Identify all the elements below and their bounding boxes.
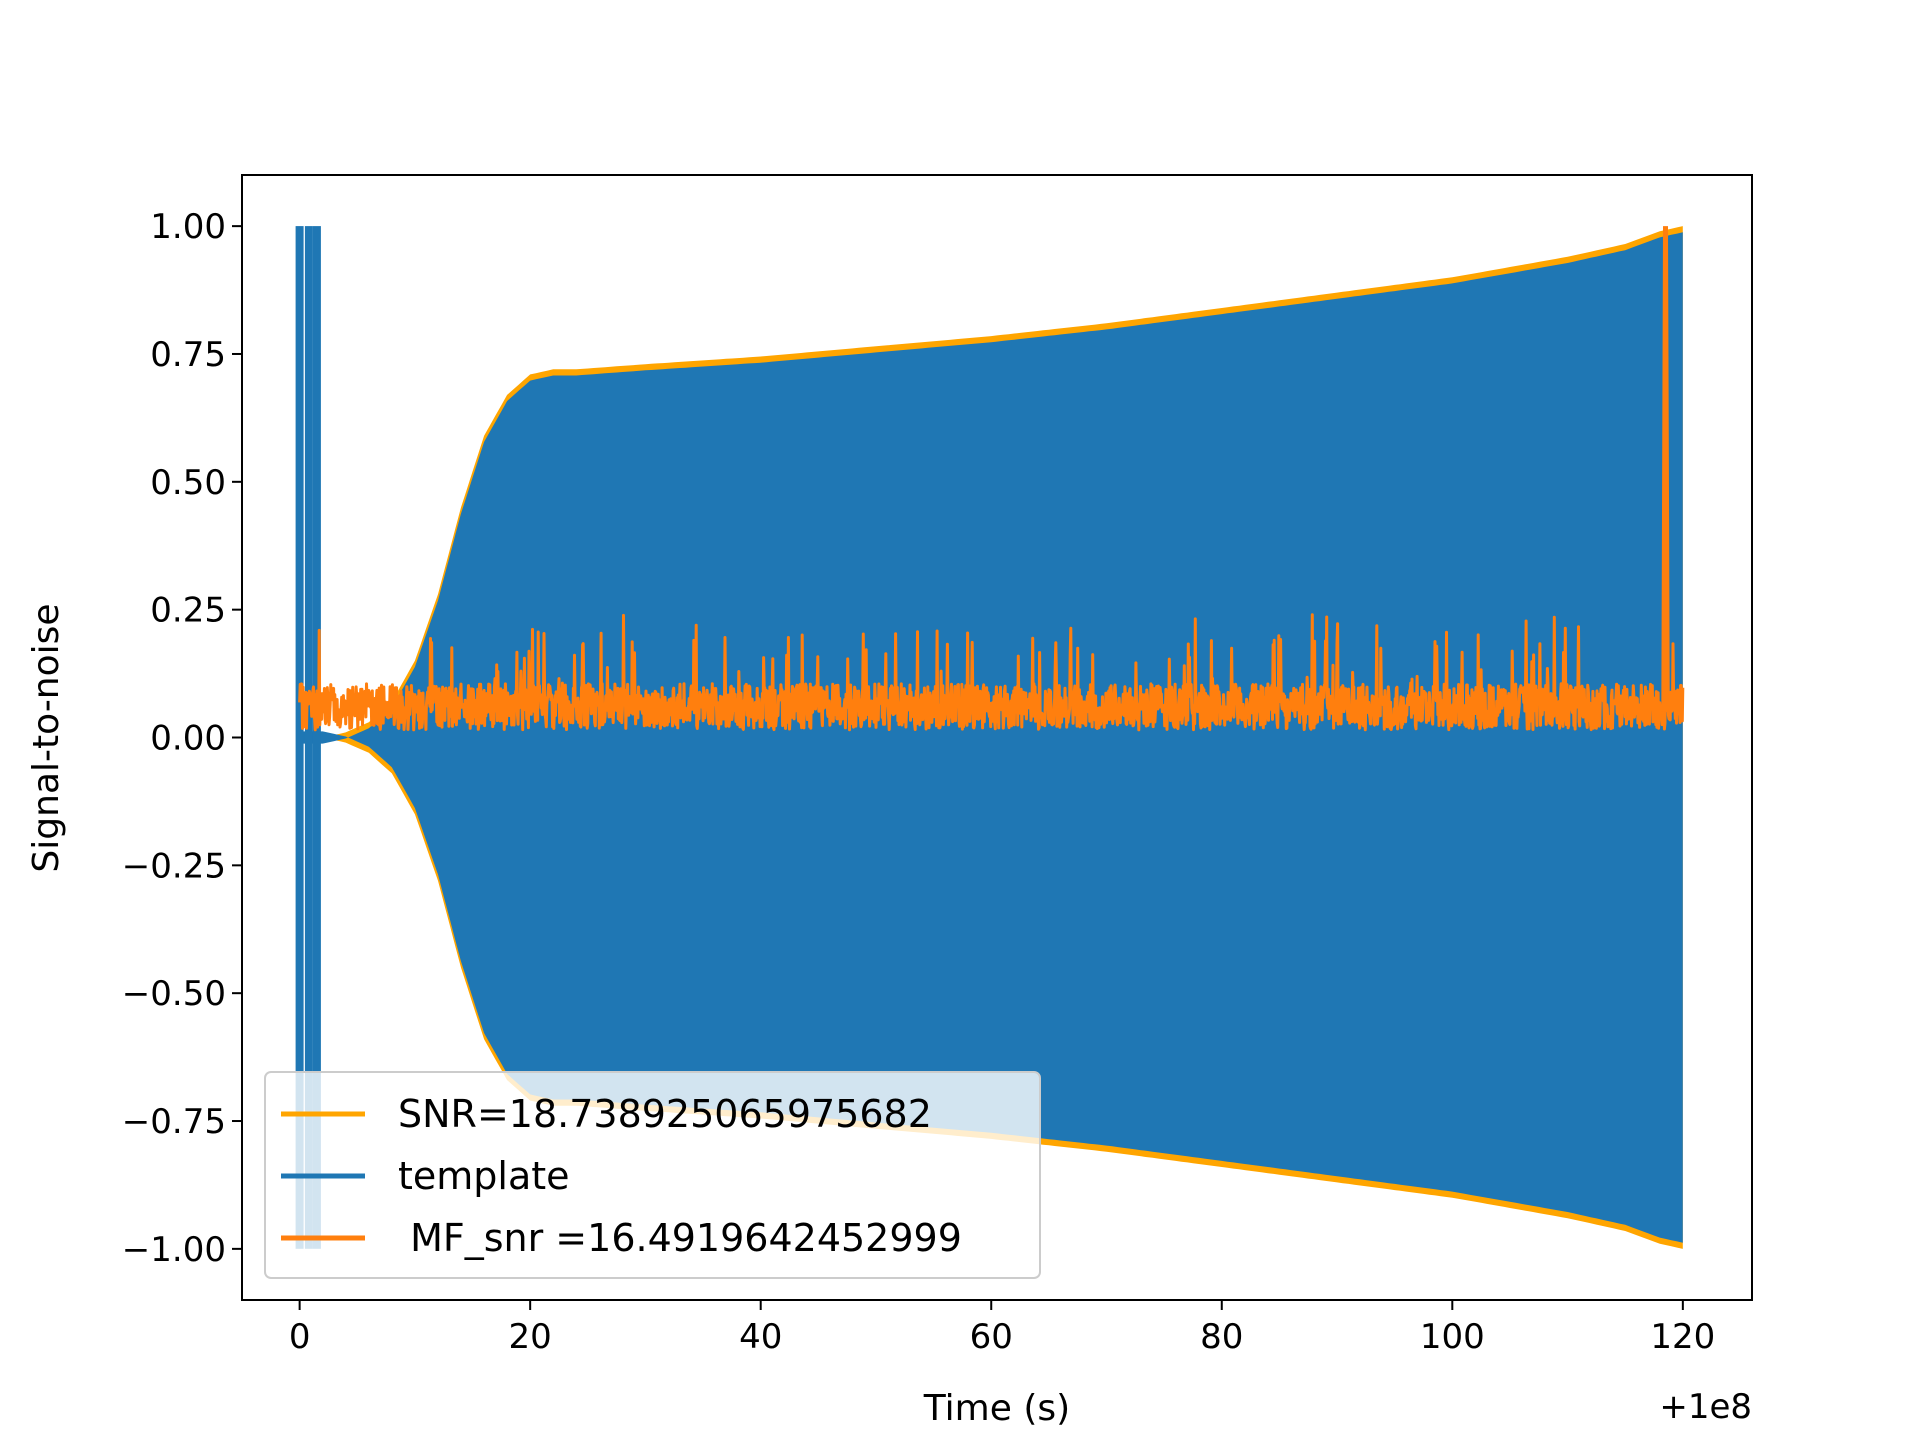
y-axis-ticks: 1.00 0.75 0.50 0.25 0.00 −0.25 −0.50 −0.75 −1.00 bbox=[122, 207, 242, 1270]
legend-entry-label: SNR=18.738925065975682 bbox=[398, 1092, 932, 1136]
y-tick-label: −0.50 bbox=[122, 974, 226, 1014]
y-axis-label: Signal-to-noise bbox=[26, 603, 67, 872]
y-tick-label: −0.25 bbox=[122, 846, 226, 886]
y-tick-label: 0.75 bbox=[150, 335, 226, 375]
plot-area bbox=[295, 226, 1685, 1249]
y-tick-label: 0.50 bbox=[150, 463, 226, 503]
x-tick-label: 40 bbox=[739, 1317, 782, 1357]
template-waveform bbox=[299, 232, 1683, 1243]
x-axis-ticks: 0 20 40 60 80 100 120 bbox=[289, 1300, 1715, 1357]
mf-snr-trace bbox=[298, 613, 1685, 732]
x-tick-label: 120 bbox=[1650, 1317, 1715, 1357]
template-spike-2 bbox=[312, 226, 321, 1249]
x-tick-label: 0 bbox=[289, 1317, 311, 1357]
x-axis-label: Time (s) bbox=[923, 1388, 1070, 1429]
y-tick-label: 1.00 bbox=[150, 207, 226, 247]
mf-snr-peak bbox=[1661, 226, 1670, 712]
legend: SNR=18.738925065975682 template MF_snr =1… bbox=[264, 1071, 1041, 1279]
y-tick-label: 0.00 bbox=[150, 719, 226, 759]
x-tick-label: 80 bbox=[1200, 1317, 1243, 1357]
legend-entry-label: template bbox=[398, 1154, 570, 1198]
x-tick-label: 100 bbox=[1420, 1317, 1485, 1357]
x-tick-label: 20 bbox=[509, 1317, 552, 1357]
legend-box bbox=[264, 1071, 1041, 1279]
template-spike-1 bbox=[304, 226, 313, 1249]
template-spike-0 bbox=[295, 226, 304, 1249]
y-tick-label: −0.75 bbox=[122, 1102, 226, 1142]
x-axis-offset-label: +1e8 bbox=[1659, 1387, 1752, 1427]
legend-entry-label: MF_snr =16.4919642452999 bbox=[398, 1216, 962, 1260]
y-tick-label: 0.25 bbox=[150, 591, 226, 631]
y-tick-label: −1.00 bbox=[122, 1230, 226, 1270]
x-tick-label: 60 bbox=[970, 1317, 1013, 1357]
